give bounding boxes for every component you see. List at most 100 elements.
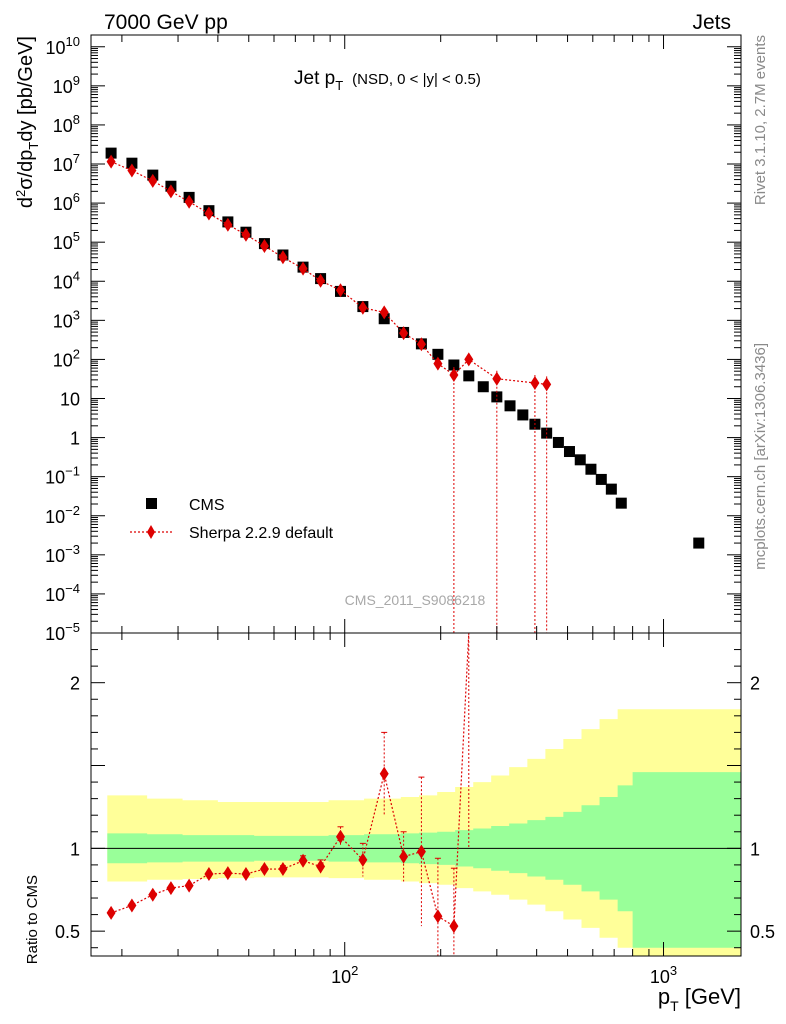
ratio-data-point [241,867,251,882]
cms-data-point [517,409,529,421]
ratio-data-point [379,766,389,781]
ratio-y-tick-label-left: 1 [70,839,80,859]
cms-data-point [574,454,586,466]
ratio-y-axis-label: Ratio to CMS [24,875,41,964]
ratio-data-point [449,919,459,934]
cms-data-point [563,446,575,458]
header-observable-label: Jets [692,11,731,34]
y-tick-label: 10−1 [45,464,80,488]
cms-data-point [448,359,460,371]
main-plot-frame [91,35,741,633]
plot-title: Jet pT (NSD, 0 < |y| < 0.5) [294,68,481,93]
sherpa-data-point [542,377,552,392]
ratio-data-point [316,859,326,874]
y-tick-label: 10−4 [45,581,80,605]
ratio-data-point [223,866,233,881]
x-axis-label-unit: [GeV] [679,984,741,1009]
sherpa-data-point [316,273,326,288]
ratio-y-tick-label-left: 2 [70,674,80,694]
ratio-data-point [204,867,214,882]
cms-data-point [432,348,444,360]
ratio-data-point [399,849,409,864]
sherpa-data-point [464,352,474,367]
ratio-data-point [278,862,288,877]
sherpa-data-point [278,250,288,265]
x-tick-label: 103 [650,963,677,987]
header-energy-label: 7000 GeV pp [104,11,228,34]
sherpa-data-point [449,367,459,382]
ratio-y-tick-label-left: 0.5 [55,922,80,942]
plot-title-cuts: (NSD, 0 < |y| < 0.5) [352,71,481,88]
ratio-data-point [166,881,176,896]
y-tick-label: 10−5 [45,620,80,644]
y-tick-label: 1 [70,429,80,449]
y-tick-label: 108 [53,112,80,136]
cms-data-point [595,473,607,485]
plot-title-main: Jet p [294,68,335,89]
mcplots-source-label: mcplots.cern.ch [arXiv:1306.3436] [752,343,769,570]
sherpa-data-point [166,184,176,199]
sherpa-data-point [358,300,368,315]
ratio-data-point [148,887,158,902]
cms-data-point [105,147,117,159]
sherpa-data-point [241,227,251,242]
sherpa-data-point [492,371,502,386]
legend-label-cms: CMS [189,497,225,514]
cms-uncertainty-band-inner [107,772,741,948]
ratio-panel: 0.5 0.5 1 1 2 2 102 103 Ratio to CMS pT [GeV] [24,632,775,1014]
sherpa-data-point [416,337,426,352]
y-tick-label: 109 [53,73,80,97]
y-tick-label: 10−2 [45,503,80,527]
sherpa-data-point [433,356,443,371]
cms-data-point [491,391,503,403]
y-tick-label: 107 [53,151,80,175]
sherpa-data-point [379,305,389,320]
sherpa-data-point [223,217,233,232]
cms-data-point [477,381,489,393]
y-tick-label: 103 [53,307,80,331]
ratio-data-point [336,829,346,844]
sherpa-data-point [530,375,540,390]
ratio-data-point [416,844,426,859]
ratio-data-point [106,905,116,920]
cms-data-point [585,463,597,475]
x-axis-label: pT [GeV] [658,984,741,1014]
ratio-data-point [184,878,194,893]
sherpa-data-point [259,238,269,253]
ratio-data-point [298,853,308,868]
ratio-y-tick-label-right: 1 [750,839,760,859]
cms-data-point [615,497,627,509]
ratio-data-point [433,909,443,924]
y-tick-label: 10−3 [45,542,80,566]
legend-marker-sherpa [147,525,155,539]
sherpa-data-point [204,206,214,221]
ratio-data-point [259,862,269,877]
x-axis-label-sub: T [670,998,679,1014]
cms-data-point [463,370,475,382]
rivet-version-label: Rivet 3.1.10, 2.7M events [752,35,769,205]
legend: CMS Sherpa 2.2.9 default [130,497,334,542]
cms-data-point [504,400,516,412]
y-tick-label: 102 [53,346,80,370]
ratio-data-point [358,852,368,867]
y-tick-label: 104 [53,268,80,292]
y-tick-label: 1010 [46,34,81,58]
cms-data-point [552,436,564,448]
sherpa-data-point [127,163,137,178]
plot-title-sub: T [335,78,343,93]
sherpa-data-point [336,283,346,298]
sherpa-data-point [148,173,158,188]
ratio-y-tick-label-right: 0.5 [750,922,775,942]
x-axis-label-main: p [658,984,670,1009]
cms-data-point [605,483,617,495]
watermark-label: CMS_2011_S9086218 [345,592,486,608]
legend-marker-cms [146,498,157,509]
sherpa-data-point [184,194,194,209]
sherpa-data-point [106,154,116,169]
y-tick-label: 106 [53,190,80,214]
cms-data-point [693,537,705,549]
main-panel: 101010910810710610510410310210110−110−21… [13,34,742,644]
x-tick-label: 102 [331,963,358,987]
main-y-axis-label: d2σ/dpTdy [pb/GeV] [13,36,41,208]
